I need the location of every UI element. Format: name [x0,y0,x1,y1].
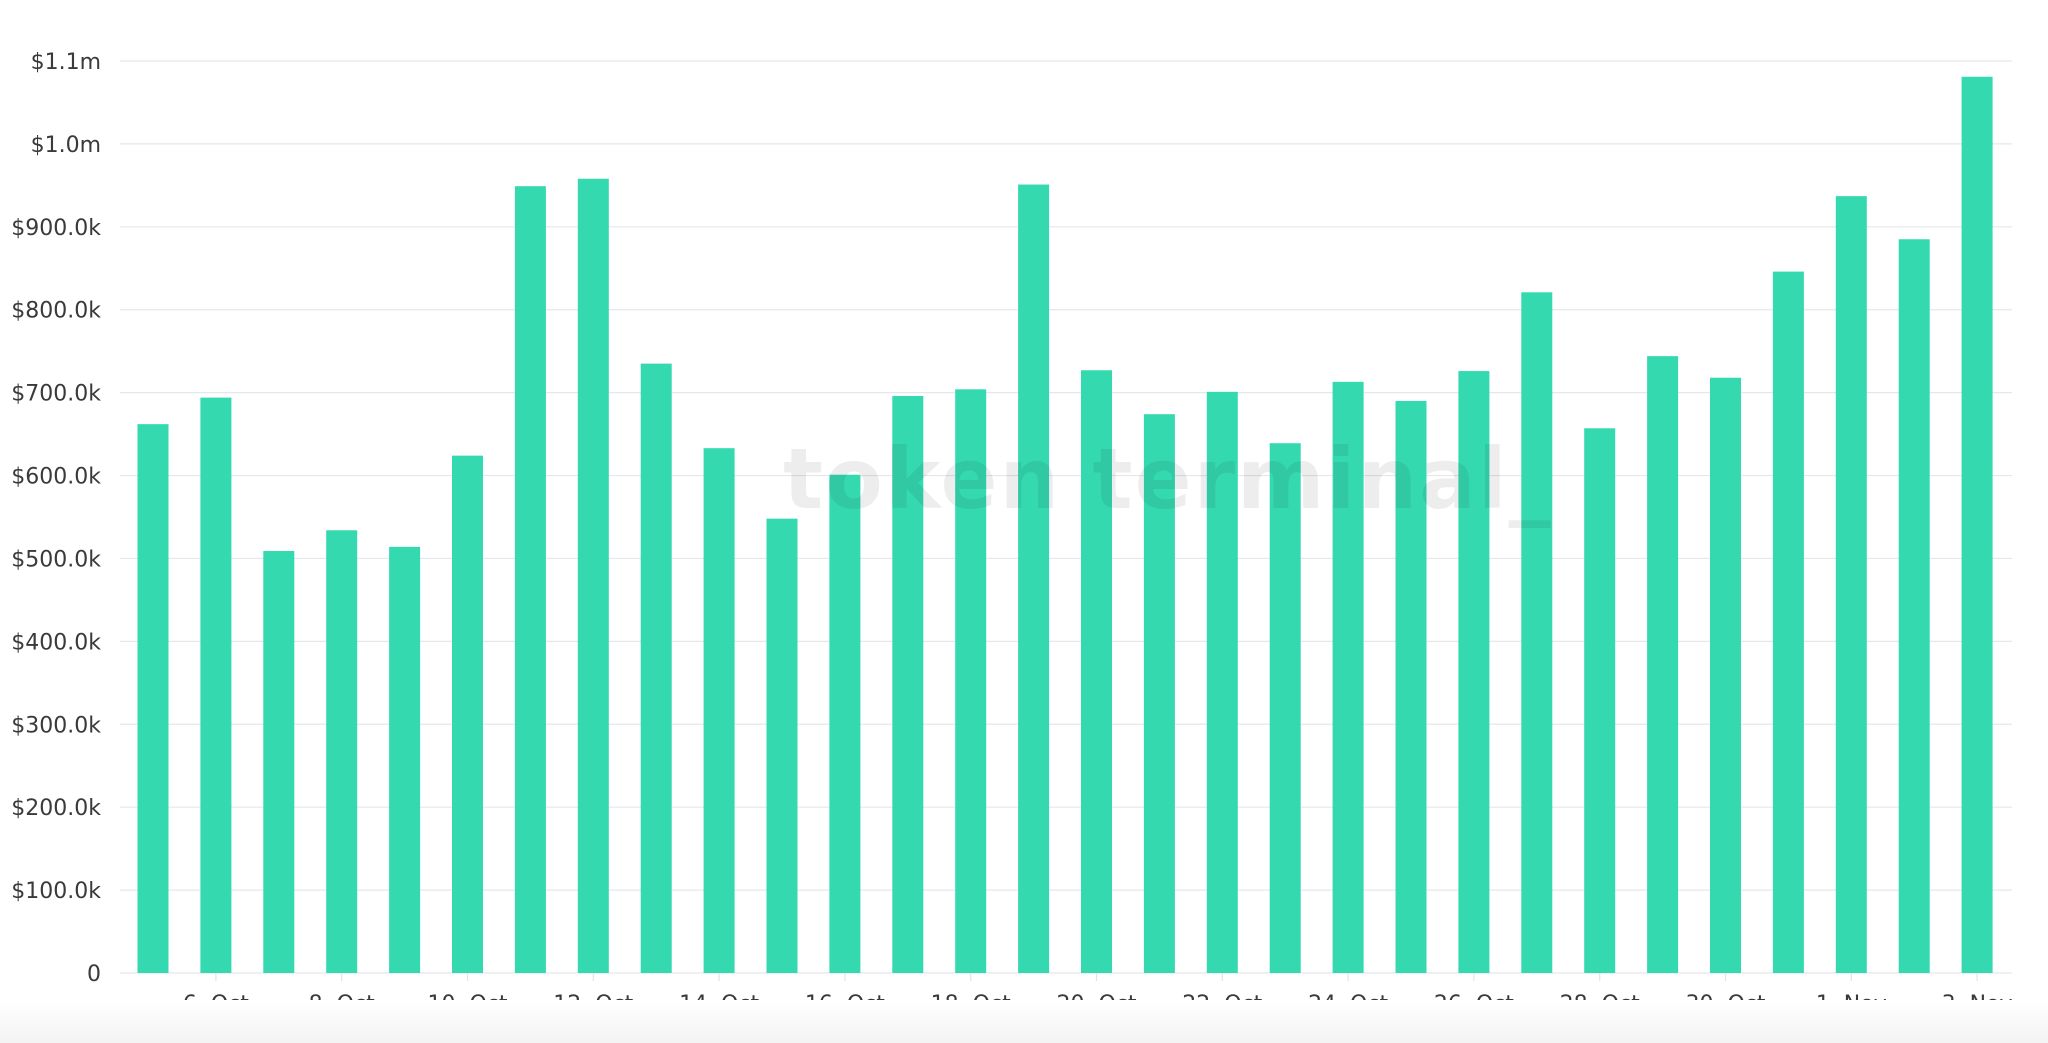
bar[interactable]: 31. Oct: 846000 [1772,271,1804,973]
bar[interactable]: 25. Oct: 690000 [1395,400,1427,974]
bar[interactable]: 19. Oct: 951000 [1018,184,1050,973]
bar[interactable]: 30. Oct: 718000 [1710,377,1741,973]
bar[interactable]: 10. Oct: 624000 [452,455,483,973]
bottom-fade [0,1000,2048,1043]
y-tick-label: $300.0k [11,713,101,738]
bar[interactable]: 8. Oct: 534000 [326,530,358,973]
y-tick-label: $400.0k [11,630,101,655]
bar[interactable]: 3. Nov: 1081000 [1961,76,1993,973]
bar[interactable]: 20. Oct: 727000 [1081,370,1112,973]
bar[interactable]: 13. Oct: 735000 [640,363,672,974]
y-tick-label: $1.0m [31,133,101,158]
grid-lines [120,60,2012,974]
y-tick-label: $600.0k [11,465,101,490]
y-tick-label: $700.0k [11,382,101,407]
bar[interactable]: 28. Oct: 657000 [1584,428,1616,974]
bar[interactable]: 12. Oct: 958000 [577,178,609,974]
bar[interactable]: 24. Oct: 713000 [1332,381,1364,974]
y-tick-label: $200.0k [11,796,101,821]
bar[interactable]: 2. Nov: 885000 [1898,239,1930,974]
y-tick-label: $1.1m [31,50,101,75]
bar[interactable]: 23. Oct: 639000 [1269,443,1301,973]
bar[interactable]: 1. Nov: 937000 [1835,196,1867,973]
bar[interactable]: 14. Oct: 633000 [703,448,735,974]
bar[interactable]: 9. Oct: 514000 [389,546,421,973]
bar[interactable]: 16. Oct: 601000 [829,474,861,973]
bar[interactable]: 22. Oct: 701000 [1206,391,1238,974]
y-tick-label: $800.0k [11,299,101,324]
bar[interactable]: 26. Oct: 726000 [1458,371,1490,974]
y-tick-label: $500.0k [11,547,101,572]
y-tick-label: $900.0k [11,216,101,241]
bar[interactable]: 11. Oct: 949000 [514,186,546,973]
bars: 5. Oct: 662000 6. Oct: 694000 7. Oct: 5090… [137,76,1993,974]
bar[interactable]: 15. Oct: 548000 [766,518,798,973]
bar[interactable]: 5. Oct: 662000 [137,424,169,973]
y-tick-label: $100.0k [11,879,101,904]
bar[interactable]: 18. Oct: 704000 [955,389,987,973]
bar[interactable]: 6. Oct: 694000 [200,397,232,973]
bar[interactable]: 29. Oct: 744000 [1647,356,1679,973]
y-tick-label: 0 [87,962,101,987]
bar[interactable]: 17. Oct: 696000 [892,395,924,973]
bar[interactable]: 7. Oct: 509000 [263,550,295,973]
bar[interactable]: 21. Oct: 674000 [1143,414,1175,973]
y-axis-labels: 0 $100.0k $200.0k $300.0k $400.0k $500.0k $600… [11,50,101,987]
bar[interactable]: 27. Oct: 821000 [1521,292,1553,973]
